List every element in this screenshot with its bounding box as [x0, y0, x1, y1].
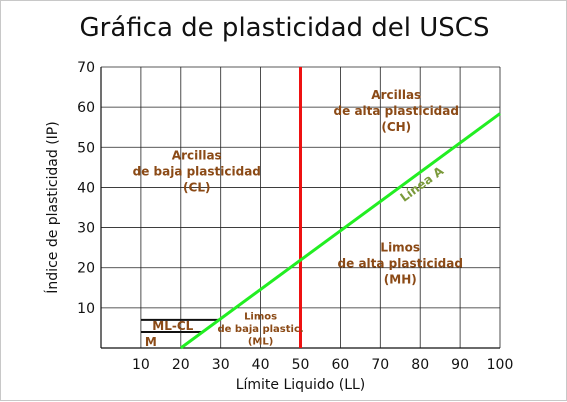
region-annotation-line: (CH) — [381, 120, 411, 134]
x-tick-label: 80 — [411, 357, 429, 373]
y-axis-label: Índice de plasticidad (IP) — [44, 121, 61, 293]
chart-title: Gráfica de plasticidad del USCS — [79, 13, 490, 43]
region-annotation: M — [145, 335, 157, 349]
region-annotation-line: Limos — [244, 311, 277, 322]
y-tick-label: 10 — [77, 301, 95, 317]
region-annotation-line: Limos — [380, 241, 420, 255]
x-tick-label: 10 — [132, 357, 150, 373]
x-tick-label: 50 — [292, 357, 310, 373]
line-a — [179, 112, 501, 350]
region-annotation-line: (CL) — [183, 180, 210, 194]
region-annotation: Arcillas de baja plasticidad (CL) — [133, 148, 261, 194]
region-annotation: Limos de alta plasticidad (MH) — [338, 241, 463, 287]
x-axis-label: Límite Liquido (LL) — [236, 377, 366, 393]
region-annotation-line: ML-CL — [152, 319, 193, 333]
x-tick-label: 70 — [371, 357, 389, 373]
region-annotation: Limos de baja plastic. (ML) — [217, 311, 303, 347]
y-tick-label: 50 — [77, 140, 95, 156]
region-annotation: Arcillas de alta plasticidad (CH) — [334, 88, 459, 134]
region-annotation-line: (ML) — [248, 336, 273, 347]
region-annotation: ML-CL — [152, 319, 193, 333]
x-tick-label: 60 — [331, 357, 349, 373]
region-annotation-line: de alta plasticidad — [334, 104, 459, 118]
y-tick-label: 60 — [77, 100, 95, 116]
x-tick-label: 20 — [172, 357, 190, 373]
x-tick-label: 90 — [451, 357, 469, 373]
region-annotation-line: M — [145, 335, 157, 349]
region-annotation-line: Arcillas — [172, 148, 222, 162]
y-tick-label: 70 — [77, 60, 95, 76]
region-annotation-line: de alta plasticidad — [338, 257, 463, 271]
x-tick-label: 40 — [252, 357, 270, 373]
y-tick-label: 20 — [77, 261, 95, 277]
y-tick-label: 30 — [77, 221, 95, 237]
region-annotation-line: de baja plastic. — [217, 324, 303, 335]
region-annotation-line: Arcillas — [371, 88, 421, 102]
x-tick-label: 30 — [212, 357, 230, 373]
x-tick-label: 100 — [487, 357, 514, 373]
y-tick-label: 40 — [77, 180, 95, 196]
region-annotation-line: de baja plasticidad — [133, 164, 261, 178]
region-annotation-line: (MH) — [384, 273, 417, 287]
